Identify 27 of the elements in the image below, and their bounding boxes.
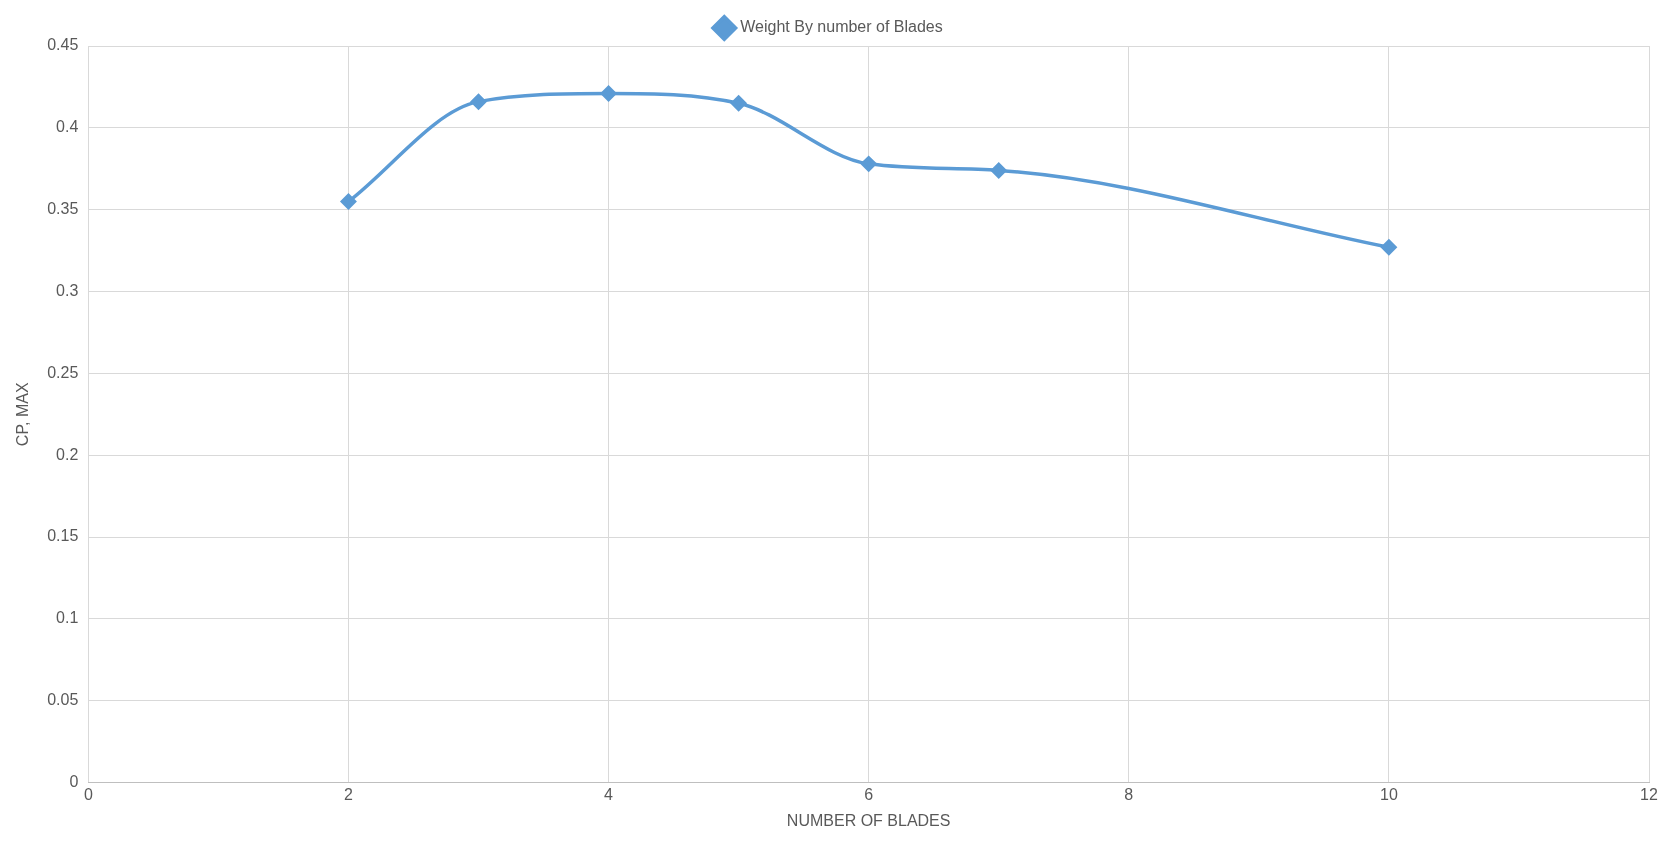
x-tick-label: 10 <box>1379 785 1398 803</box>
point <box>1381 239 1397 256</box>
y-tick-label: 0.35 <box>47 200 79 218</box>
point <box>990 162 1007 179</box>
x-tick-label: 6 <box>864 785 874 803</box>
y-tick-label: 0.4 <box>56 118 79 136</box>
x-tick-label: 8 <box>1124 785 1134 803</box>
point <box>730 95 747 112</box>
point <box>600 85 617 102</box>
y-tick-label: 0 <box>69 773 79 791</box>
point <box>470 93 487 110</box>
x-tick-label: 0 <box>83 785 93 803</box>
x-axis-title: NUMBER OF BLADES <box>786 811 951 829</box>
y-tick-label: 0.25 <box>47 363 79 381</box>
point <box>860 156 877 172</box>
x-tick-label: 4 <box>604 785 614 803</box>
legend-label: Weight By number of Blades <box>740 18 943 36</box>
x-tick-label: 2 <box>344 785 353 803</box>
y-tick-label: 0.1 <box>56 609 79 627</box>
y-tick-label: 0.45 <box>47 36 79 54</box>
point <box>340 193 357 210</box>
y-tick-label: 0.2 <box>56 445 79 463</box>
x-tick-label: 12 <box>1640 785 1658 803</box>
y-axis-title: CP, MAX <box>14 382 32 447</box>
y-tick-label: 0.05 <box>47 691 79 709</box>
y-tick-label: 0.15 <box>47 527 79 545</box>
y-tick-label: 0.3 <box>56 281 79 299</box>
